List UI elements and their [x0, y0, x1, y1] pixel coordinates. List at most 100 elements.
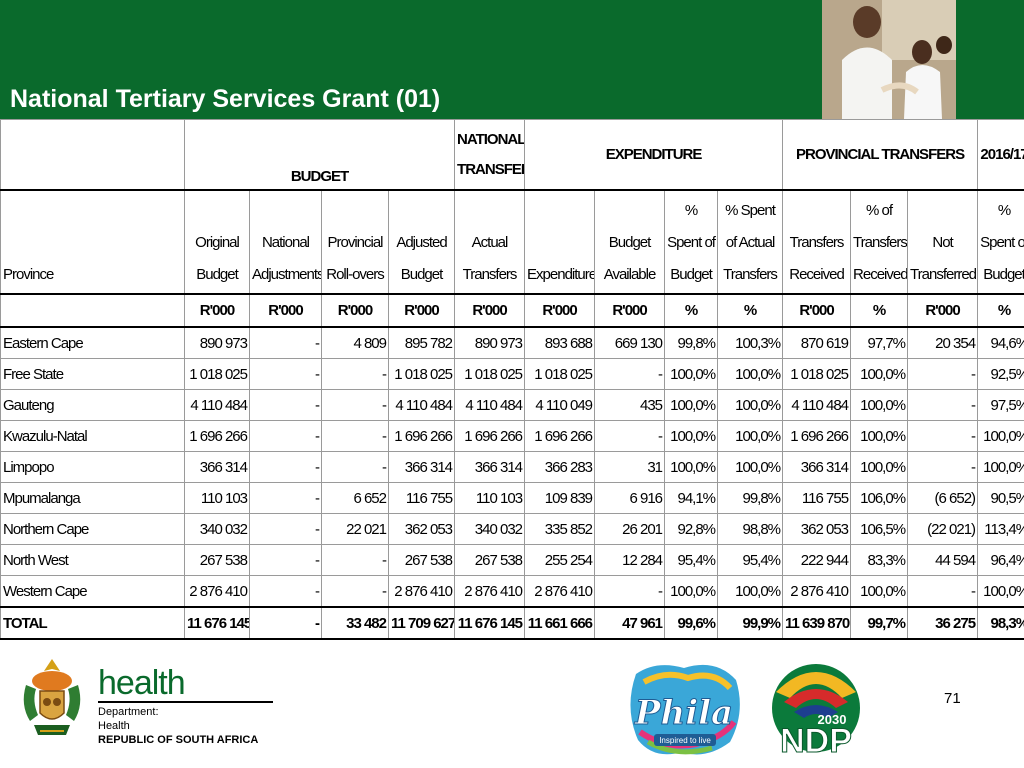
table-cell: 92,8%: [664, 513, 719, 545]
table-cell: 100,0%: [850, 451, 909, 483]
group-header-empty: [0, 119, 185, 191]
table-cell: 1 696 266: [782, 420, 852, 452]
table-cell: 11 661 666: [524, 606, 596, 640]
table-cell: 100,0%: [850, 358, 909, 390]
table-cell: 11 639 870: [782, 606, 852, 640]
unit-cell: %: [977, 293, 1024, 328]
table-cell: -: [321, 389, 389, 421]
table-cell: 362 053: [387, 513, 456, 545]
table-cell: 83,3%: [850, 544, 909, 576]
table-cell: 100,0%: [664, 575, 719, 608]
unit-cell: R'000: [907, 293, 979, 328]
phila-tagline: Inspired to live: [659, 736, 711, 745]
table-cell: 362 053: [782, 513, 852, 545]
table-cell: -: [321, 358, 389, 390]
group-header-year: 2016/17: [977, 119, 1024, 191]
table-cell: 11 676 145: [454, 606, 526, 640]
group-header-budget: BUDGET: [183, 119, 456, 191]
table-cell: 110 103: [454, 482, 526, 514]
province-name-cell: Mpumalanga: [0, 482, 185, 514]
table-cell: 366 314: [782, 451, 852, 483]
table-cell: 1 696 266: [387, 420, 456, 452]
table-row: Free State 1 018 025- -1 018 025 1 018 025 1…: [0, 358, 1024, 390]
table-cell: 100,0%: [977, 451, 1024, 483]
table-cell: 893 688: [524, 326, 596, 359]
table-cell: 6 916: [594, 482, 666, 514]
table-cell: -: [249, 544, 322, 576]
column-header: Not Transferred: [907, 189, 979, 295]
table-cell: 99,8%: [664, 326, 719, 359]
slide-title: National Tertiary Services Grant (01): [10, 85, 441, 113]
table-row: North West 267 538- -267 538 267 538 255 254…: [0, 544, 1024, 576]
column-header: Budget Available: [594, 189, 666, 295]
table-cell: 98,8%: [717, 513, 784, 545]
table-cell: -: [249, 389, 322, 421]
table-cell: 4 110 484: [387, 389, 456, 421]
table-cell: 110 103: [184, 482, 250, 514]
table-row: Kwazulu-Natal 1 696 266- -1 696 266 1 696 2…: [0, 420, 1024, 452]
province-rows: Eastern Cape 890 973-4 809 895 782 890 973 8…: [0, 326, 1024, 640]
table-cell: 97,5%: [977, 389, 1024, 421]
department-line: Health: [98, 720, 130, 732]
table-cell: 1 696 266: [454, 420, 526, 452]
grant-table: BUDGET NATIONAL TRANSFERS EXPENDITURE PR…: [0, 119, 1024, 640]
table-cell: 2 876 410: [387, 575, 456, 608]
department-label: Department: Health REPUBLIC OF SOUTH AFR…: [98, 705, 258, 747]
table-cell: 267 538: [387, 544, 456, 576]
unit-cell: R'000: [387, 293, 456, 328]
table-cell: 2 876 410: [454, 575, 526, 608]
table-cell: 435: [594, 389, 666, 421]
table-cell: 97,7%: [850, 326, 909, 359]
table-cell: -: [907, 358, 979, 390]
department-country: REPUBLIC OF SOUTH AFRICA: [98, 734, 259, 746]
table-cell: 4 809: [321, 326, 389, 359]
table-cell: 100,0%: [717, 420, 784, 452]
column-header: % of Transfers Received: [850, 189, 909, 295]
table-cell: 890 973: [454, 326, 526, 359]
table-cell: -: [907, 389, 979, 421]
unit-cell: R'000: [594, 293, 666, 328]
table-cell: 1 018 025: [184, 358, 250, 390]
table-cell: 340 032: [454, 513, 526, 545]
column-header: % Spent of Budget: [977, 189, 1024, 295]
table-cell: 340 032: [184, 513, 250, 545]
unit-cell: R'000: [524, 293, 596, 328]
table-cell: -: [249, 482, 322, 514]
table-cell: 20 354: [907, 326, 979, 359]
unit-cell: %: [717, 293, 784, 328]
table-cell: 267 538: [454, 544, 526, 576]
table-cell: 6 652: [321, 482, 389, 514]
table-cell: 870 619: [782, 326, 852, 359]
table-cell: -: [249, 420, 322, 452]
column-header: Actual Transfers: [454, 189, 526, 295]
table-cell: 100,0%: [850, 420, 909, 452]
table-cell: 2 876 410: [782, 575, 852, 608]
column-header: Original Budget: [184, 189, 250, 295]
table-cell: 1 696 266: [524, 420, 596, 452]
table-cell: 109 839: [524, 482, 596, 514]
table-cell: 11 676 145: [184, 606, 250, 640]
table-cell: 12 284: [594, 544, 666, 576]
province-name-cell: Free State: [0, 358, 185, 390]
department-line: Department:: [98, 706, 159, 718]
unit-cell: R'000: [321, 293, 389, 328]
table-cell: 4 110 049: [524, 389, 596, 421]
group-header-provincial-transfers: PROVINCIAL TRANSFERS: [782, 119, 979, 191]
phila-wordmark: Phila: [634, 693, 733, 733]
table-row: Western Cape 2 876 410- -2 876 410 2 876 41…: [0, 575, 1024, 608]
table-cell: 99,9%: [717, 606, 784, 640]
table-row: Gauteng 4 110 484- -4 110 484 4 110 484 4 11…: [0, 389, 1024, 421]
table-cell: 669 130: [594, 326, 666, 359]
table-cell: -: [249, 358, 322, 390]
table-cell: -: [907, 451, 979, 483]
table-cell: 94,1%: [664, 482, 719, 514]
table-cell: 26 201: [594, 513, 666, 545]
province-name-cell: Gauteng: [0, 389, 185, 421]
table-cell: 366 314: [387, 451, 456, 483]
table-cell: -: [249, 451, 322, 483]
table-row: Mpumalanga 110 103-6 652 116 755 110 103 109…: [0, 482, 1024, 514]
table-cell: 890 973: [184, 326, 250, 359]
table-cell: 116 755: [387, 482, 456, 514]
table-cell: 90,5%: [977, 482, 1024, 514]
table-cell: 1 018 025: [454, 358, 526, 390]
